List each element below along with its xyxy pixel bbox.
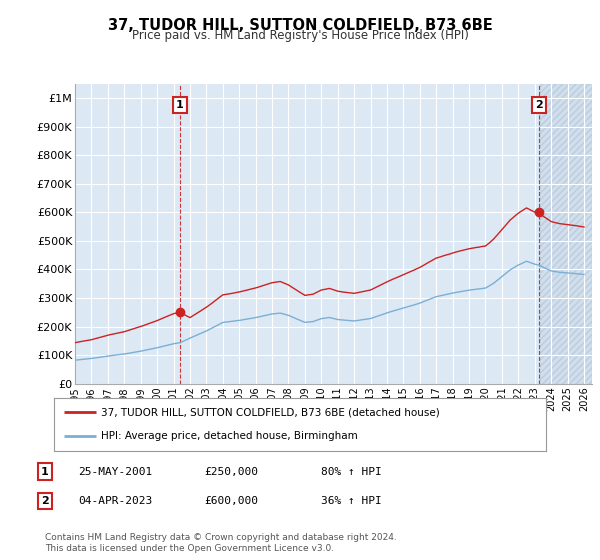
Polygon shape (539, 84, 592, 384)
Text: £250,000: £250,000 (204, 466, 258, 477)
Text: 25-MAY-2001: 25-MAY-2001 (78, 466, 152, 477)
Text: Price paid vs. HM Land Registry's House Price Index (HPI): Price paid vs. HM Land Registry's House … (131, 29, 469, 42)
Text: 1: 1 (41, 466, 49, 477)
Text: 36% ↑ HPI: 36% ↑ HPI (321, 496, 382, 506)
Text: 37, TUDOR HILL, SUTTON COLDFIELD, B73 6BE (detached house): 37, TUDOR HILL, SUTTON COLDFIELD, B73 6B… (101, 408, 439, 418)
Text: £600,000: £600,000 (204, 496, 258, 506)
Text: Contains HM Land Registry data © Crown copyright and database right 2024.
This d: Contains HM Land Registry data © Crown c… (45, 533, 397, 553)
Text: 04-APR-2023: 04-APR-2023 (78, 496, 152, 506)
Text: 37, TUDOR HILL, SUTTON COLDFIELD, B73 6BE: 37, TUDOR HILL, SUTTON COLDFIELD, B73 6B… (107, 18, 493, 33)
Text: 80% ↑ HPI: 80% ↑ HPI (321, 466, 382, 477)
Text: HPI: Average price, detached house, Birmingham: HPI: Average price, detached house, Birm… (101, 431, 358, 441)
Text: 2: 2 (535, 100, 543, 110)
Text: 2: 2 (41, 496, 49, 506)
Text: 1: 1 (176, 100, 184, 110)
